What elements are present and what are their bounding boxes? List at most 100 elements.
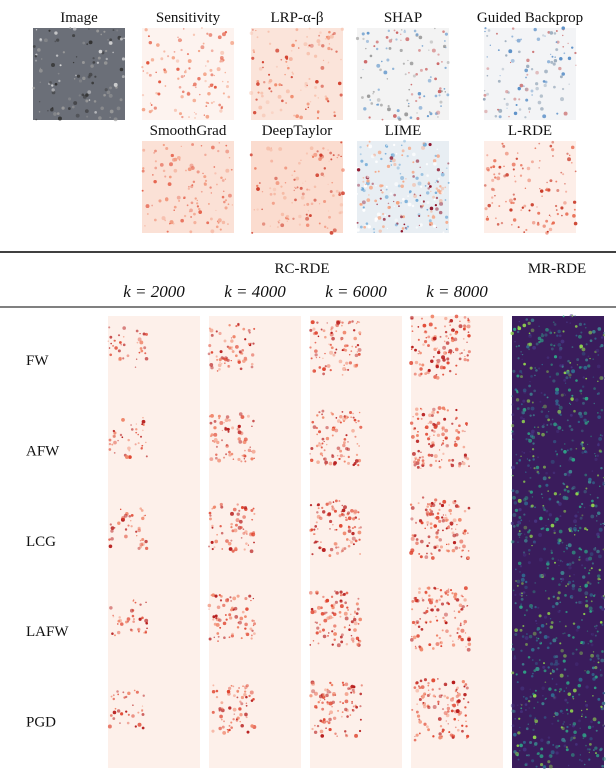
heat-dot bbox=[141, 537, 145, 541]
heat-dot bbox=[387, 107, 391, 112]
heat-dot bbox=[331, 427, 335, 432]
heat-dot bbox=[518, 98, 521, 101]
heat-dot bbox=[320, 84, 324, 88]
heat-dot bbox=[318, 366, 322, 369]
heat-dot bbox=[543, 716, 547, 719]
heat-dot bbox=[563, 654, 567, 658]
heat-dot bbox=[240, 352, 244, 355]
heat-dot bbox=[227, 365, 230, 367]
heat-dot bbox=[438, 508, 441, 511]
heat-dot bbox=[442, 616, 445, 620]
heat-dot bbox=[280, 223, 285, 228]
heat-dot bbox=[76, 74, 81, 78]
heat-dot bbox=[571, 369, 576, 374]
heat-dot bbox=[587, 420, 590, 423]
heat-dot bbox=[326, 720, 329, 723]
heat-dot bbox=[452, 533, 457, 538]
heat-dot bbox=[141, 543, 144, 546]
heat-dot bbox=[117, 623, 119, 625]
heat-dot bbox=[520, 403, 523, 406]
heat-dot bbox=[250, 450, 252, 453]
heat-dot bbox=[403, 139, 406, 143]
heat-dot bbox=[518, 459, 522, 462]
heat-dot bbox=[583, 527, 587, 531]
heat-dot bbox=[566, 563, 569, 566]
heat-dot bbox=[154, 149, 157, 153]
heat-dot bbox=[50, 108, 54, 112]
heat-dot bbox=[546, 646, 550, 650]
heat-dot bbox=[155, 91, 158, 95]
heat-dot bbox=[369, 185, 373, 190]
heat-dot bbox=[252, 507, 255, 510]
heat-dot bbox=[445, 335, 448, 338]
heat-dot bbox=[158, 199, 162, 203]
heat-dot bbox=[128, 514, 132, 518]
heat-dot bbox=[376, 98, 381, 102]
heat-dot bbox=[427, 442, 431, 446]
heat-dot bbox=[536, 752, 539, 756]
heat-dot bbox=[549, 625, 554, 629]
heat-dot bbox=[379, 68, 382, 72]
heat-dot bbox=[151, 204, 154, 207]
heat-dot bbox=[108, 544, 113, 549]
heat-dot bbox=[230, 452, 234, 456]
heat-dot bbox=[557, 329, 561, 334]
heat-dot bbox=[569, 314, 574, 319]
heat-dot bbox=[365, 47, 367, 50]
heat-dot bbox=[347, 455, 350, 459]
heat-dot bbox=[299, 186, 303, 190]
heat-dot bbox=[326, 689, 331, 694]
heat-dot bbox=[164, 85, 167, 87]
heat-dot bbox=[333, 461, 337, 465]
heat-dot bbox=[374, 217, 378, 221]
heat-dot bbox=[427, 187, 430, 190]
heat-dot bbox=[325, 611, 328, 614]
heat-dot bbox=[357, 639, 360, 642]
heat-dot bbox=[451, 592, 454, 595]
heat-dot bbox=[220, 505, 224, 509]
heat-dot bbox=[35, 29, 38, 31]
heat-dot bbox=[523, 480, 526, 483]
heat-dot bbox=[586, 748, 590, 751]
heat-dot bbox=[597, 354, 600, 356]
heat-dot bbox=[315, 592, 319, 595]
heat-dot bbox=[329, 350, 334, 355]
heat-dot bbox=[186, 53, 190, 56]
heat-dot bbox=[336, 643, 341, 648]
heat-dot bbox=[357, 464, 360, 467]
heat-dot bbox=[362, 68, 364, 71]
heat-dot bbox=[217, 221, 220, 224]
heat-dot bbox=[434, 181, 436, 184]
heat-dot bbox=[196, 199, 198, 202]
heat-dot bbox=[221, 220, 226, 225]
heat-dot bbox=[370, 102, 374, 105]
heat-dot bbox=[436, 110, 441, 115]
heat-dot bbox=[291, 43, 295, 48]
heat-dot bbox=[224, 206, 228, 210]
heat-dot bbox=[583, 612, 586, 616]
heat-dot bbox=[524, 703, 528, 706]
heat-dot bbox=[529, 604, 533, 608]
heat-dot bbox=[334, 529, 336, 531]
heat-dot bbox=[467, 637, 471, 642]
heat-dot bbox=[457, 692, 461, 697]
heat-dot bbox=[414, 645, 417, 648]
heat-dot bbox=[521, 167, 524, 170]
heat-dot bbox=[112, 344, 115, 347]
heat-dot bbox=[466, 341, 468, 343]
heat-dot bbox=[214, 172, 217, 175]
heat-dot bbox=[424, 527, 426, 530]
heat-dot bbox=[357, 352, 361, 356]
heat-dot bbox=[418, 214, 421, 218]
heat-dot bbox=[402, 180, 405, 183]
heat-dot bbox=[308, 591, 313, 595]
heat-dot bbox=[219, 714, 223, 719]
heat-dot bbox=[347, 529, 352, 533]
heat-dot bbox=[352, 416, 355, 419]
heat-dot bbox=[140, 509, 144, 512]
heat-dot bbox=[51, 84, 54, 87]
heat-dot bbox=[317, 442, 322, 447]
heat-dot bbox=[435, 376, 440, 380]
heat-dot bbox=[72, 27, 77, 31]
heat-dot bbox=[130, 428, 134, 431]
